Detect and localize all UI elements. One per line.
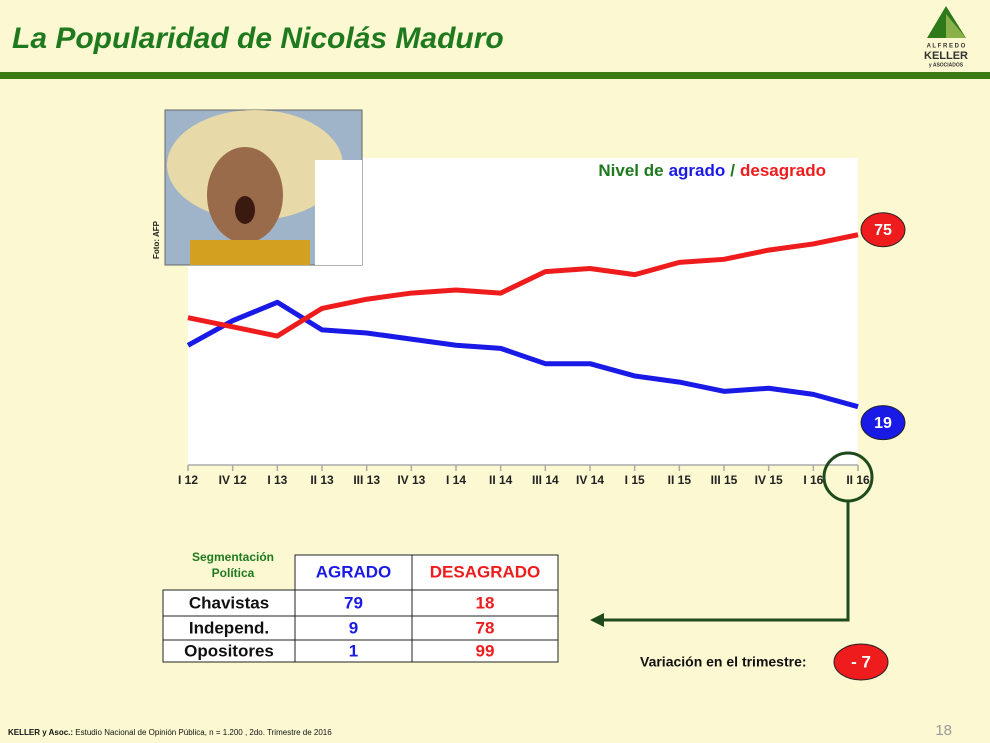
x-tick-label: IV 14 bbox=[576, 473, 604, 487]
x-tick-label: IV 13 bbox=[397, 473, 425, 487]
x-tick-label: III 14 bbox=[532, 473, 559, 487]
slide-title: La Popularidad de Nicolás Maduro bbox=[12, 22, 504, 55]
variation-badge bbox=[833, 643, 889, 681]
series-line bbox=[186, 299, 859, 410]
footer-text: Estudio Nacional de Opinión Pública, n =… bbox=[75, 728, 332, 737]
x-tick-label: II 13 bbox=[310, 473, 334, 487]
x-tick-label: III 15 bbox=[711, 473, 738, 487]
end-label-badge bbox=[860, 212, 906, 248]
photo bbox=[164, 109, 363, 266]
table-cell: Chavistas bbox=[189, 593, 269, 612]
end-label: 75 bbox=[874, 222, 892, 239]
header-cell: Segmentación Política bbox=[192, 550, 274, 580]
table: Segmentación Política AGRADO DESAGRADO Chavi… bbox=[162, 550, 559, 663]
table-cell: 9 bbox=[349, 618, 358, 637]
footer-source: KELLER y Asoc.: Estudio Nacional de Opin… bbox=[8, 728, 332, 737]
photo-mouth bbox=[235, 196, 255, 224]
table-cell: 79 bbox=[344, 593, 363, 612]
x-tick-label: II 16 bbox=[846, 473, 870, 487]
chart-title-part: desagrado bbox=[740, 161, 826, 180]
logo-bottom: y ASOCIADOS bbox=[929, 62, 964, 68]
variation-value: - 7 bbox=[851, 652, 871, 671]
table-cell: 1 bbox=[349, 641, 358, 660]
x-tick-label: I 16 bbox=[803, 473, 823, 487]
arrowhead bbox=[590, 613, 604, 627]
end-label: 19 bbox=[874, 415, 892, 432]
logo-mark-light bbox=[946, 14, 966, 38]
variation-label: Variación en el trimestre: bbox=[640, 654, 807, 670]
body-box bbox=[162, 589, 559, 663]
page-number: 18 bbox=[935, 722, 952, 739]
photo-face bbox=[207, 147, 283, 243]
logo-top: A L F R E D O bbox=[927, 44, 966, 50]
logo-name: KELLER bbox=[924, 50, 968, 62]
plot: Nivel de agrado / desagrado I 12 IV 12 I 13 II … bbox=[178, 161, 906, 487]
x-tick-label: II 15 bbox=[668, 473, 692, 487]
header-cell: DESAGRADO bbox=[430, 562, 541, 581]
header-cell: AGRADO bbox=[316, 562, 392, 581]
connector bbox=[602, 501, 850, 622]
x-tick-label: III 13 bbox=[353, 473, 380, 487]
x-tick-label: IV 12 bbox=[219, 473, 247, 487]
series-line bbox=[187, 232, 859, 339]
header-line: Segmentación bbox=[192, 550, 274, 564]
end-label-badge bbox=[860, 405, 906, 441]
chart-title: Nivel de agrado / desagrado bbox=[598, 161, 826, 180]
chart-title-part: Nivel de bbox=[598, 161, 663, 180]
x-tick-label: I 15 bbox=[625, 473, 645, 487]
x-tick-label: I 13 bbox=[267, 473, 287, 487]
chart-title-part: agrado bbox=[669, 161, 726, 180]
title-bar bbox=[0, 72, 990, 79]
table-cell: Independ. bbox=[189, 618, 269, 637]
header-box bbox=[294, 554, 559, 591]
x-tick-label: I 14 bbox=[446, 473, 466, 487]
footer-bold: KELLER y Asoc.: bbox=[8, 728, 73, 737]
header-line: Política bbox=[212, 566, 255, 580]
table-cell: Opositores bbox=[184, 641, 274, 660]
x-tick-label: IV 15 bbox=[755, 473, 783, 487]
photo-credit: Foto: AFP bbox=[152, 220, 161, 259]
x-tick-label: II 14 bbox=[489, 473, 513, 487]
photo-shirt bbox=[190, 240, 310, 265]
x-tick-label: I 12 bbox=[178, 473, 198, 487]
table-cell: 78 bbox=[476, 618, 495, 637]
table-cell: 18 bbox=[476, 593, 495, 612]
chart-title-part: / bbox=[730, 161, 735, 180]
table-cell: 99 bbox=[476, 641, 495, 660]
photo-sleeve bbox=[315, 160, 362, 265]
